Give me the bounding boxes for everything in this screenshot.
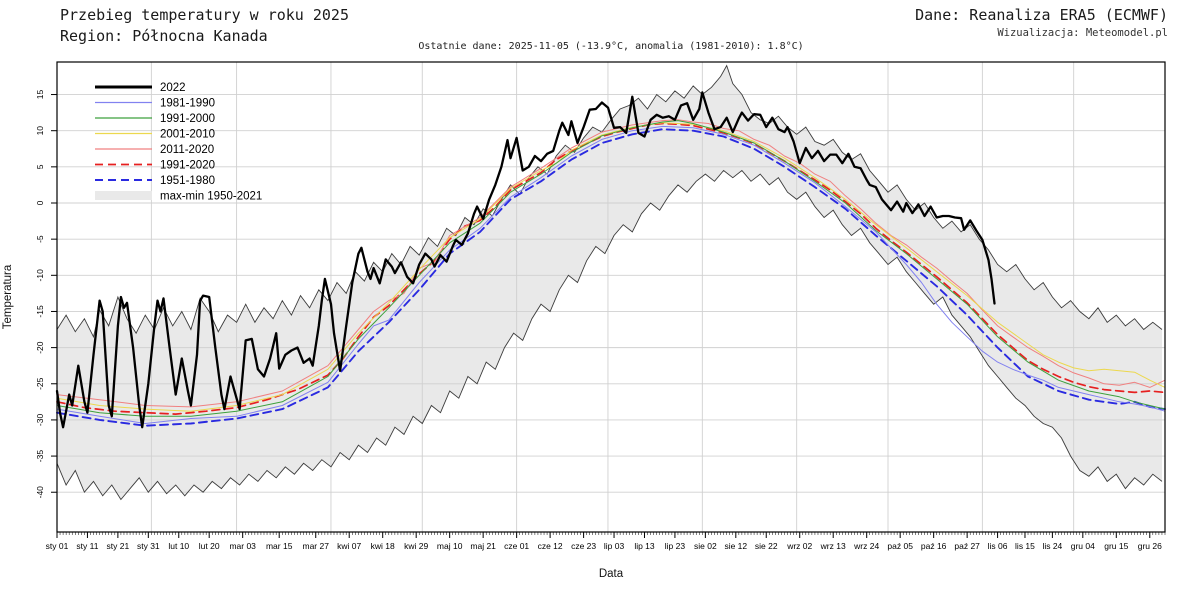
legend-item-1991-2020: 1991-2020 xyxy=(95,160,215,172)
x-tick-label: gru 04 xyxy=(1071,541,1095,551)
x-tick-label: maj 21 xyxy=(470,541,496,551)
x-tick-label: wrz 13 xyxy=(820,541,846,551)
legend-item-1991-2000: 1991-2000 xyxy=(95,113,215,125)
legend-swatch xyxy=(95,191,152,200)
x-tick-label: wrz 02 xyxy=(786,541,812,551)
legend-label: 2001-2010 xyxy=(160,129,215,141)
x-tick-label: maj 10 xyxy=(437,541,463,551)
legend-item-2001-2010: 2001-2010 xyxy=(95,129,215,141)
legend-item-2022: 2022 xyxy=(95,82,186,94)
x-axis-title: Data xyxy=(598,568,624,580)
legend-item-max-min-1950-2021: max-min 1950-2021 xyxy=(95,191,262,203)
x-tick-label: lis 06 xyxy=(988,541,1008,551)
legend-label: 1991-2020 xyxy=(160,160,215,172)
x-tick-label: lip 03 xyxy=(604,541,625,551)
visualization-credit: Wizualizacja: Meteomodel.pl xyxy=(997,27,1168,39)
legend-label: 1951-1980 xyxy=(160,175,215,187)
x-tick-label: paź 27 xyxy=(954,541,980,551)
legend-item-2011-2020: 2011-2020 xyxy=(95,144,214,156)
x-tick-label: gru 15 xyxy=(1104,541,1128,551)
series-line-2022 xyxy=(55,91,996,429)
legend-label: 2022 xyxy=(160,82,186,94)
y-tick-label: -40 xyxy=(35,486,45,499)
x-tick-label: sie 12 xyxy=(724,541,747,551)
x-tick-label: sie 02 xyxy=(694,541,717,551)
x-tick-label: sty 11 xyxy=(76,541,98,551)
series-line-1991-2020 xyxy=(56,122,1166,415)
y-tick-label: -30 xyxy=(35,414,45,427)
x-tick-label: cze 12 xyxy=(538,541,563,551)
y-tick-label: 5 xyxy=(35,164,45,169)
x-tick-label: lis 24 xyxy=(1042,541,1062,551)
legend-item-1951-1980: 1951-1980 xyxy=(95,175,215,187)
legend-label: max-min 1950-2021 xyxy=(160,191,262,203)
max-min-band xyxy=(57,65,1162,500)
page-title: Przebieg temperatury w roku 2025 xyxy=(60,6,349,24)
x-tick-label: mar 27 xyxy=(303,541,330,551)
x-tick-label: kwi 07 xyxy=(337,541,361,551)
y-tick-label: -25 xyxy=(35,377,45,390)
series-line-2011-2020 xyxy=(56,119,1166,408)
last-data-annotation: Ostatnie dane: 2025-11-05 (-13.9°C, anom… xyxy=(418,41,804,52)
legend: 2022 1981-1990 1991-2000 2001-2010 2011-2020… xyxy=(95,82,262,203)
x-tick-label: lip 13 xyxy=(634,541,655,551)
x-tick-label: sty 01 xyxy=(46,541,69,551)
legend-label: 1981-1990 xyxy=(160,98,215,110)
x-tick-label: paź 05 xyxy=(887,541,913,551)
x-tick-label: lut 20 xyxy=(199,541,220,551)
series-line-1991-2000 xyxy=(56,120,1166,417)
x-tick-label: cze 23 xyxy=(571,541,596,551)
legend-label: 2011-2020 xyxy=(160,144,214,156)
x-tick-label: wrz 24 xyxy=(853,541,879,551)
y-tick-label: -5 xyxy=(35,235,45,243)
band-min-outline xyxy=(56,169,1163,501)
y-tick-label: 0 xyxy=(35,200,45,205)
x-tick-label: gru 26 xyxy=(1138,541,1162,551)
y-tick-label: -35 xyxy=(35,450,45,463)
x-tick-label: kwi 29 xyxy=(404,541,428,551)
x-tick-label: lis 15 xyxy=(1015,541,1035,551)
y-tick-label: -15 xyxy=(35,305,45,318)
y-tick-label: -10 xyxy=(35,269,45,282)
x-tick-label: lut 10 xyxy=(168,541,189,551)
y-axis-title: Temperatura xyxy=(2,264,14,330)
x-tick-label: sty 31 xyxy=(137,541,160,551)
x-tick-label: paź 16 xyxy=(921,541,947,551)
x-tick-label: mar 03 xyxy=(229,541,256,551)
x-tick-label: mar 15 xyxy=(266,541,293,551)
data-source-label: Dane: Reanaliza ERA5 (ECMWF) xyxy=(915,6,1168,24)
region-subtitle: Region: Północna Kanada xyxy=(60,27,268,45)
x-tick-label: cze 01 xyxy=(504,541,529,551)
x-tick-label: sie 22 xyxy=(755,541,778,551)
y-tick-label: -20 xyxy=(35,341,45,354)
legend-label: 1991-2000 xyxy=(160,113,215,125)
series-line-1981-1990 xyxy=(56,125,1166,424)
y-tick-label: 10 xyxy=(35,126,45,136)
legend-item-1981-1990: 1981-1990 xyxy=(95,98,215,110)
x-tick-label: lip 23 xyxy=(665,541,686,551)
x-tick-label: sty 21 xyxy=(107,541,130,551)
x-tick-label: kwi 18 xyxy=(371,541,395,551)
y-tick-label: 15 xyxy=(35,90,45,100)
